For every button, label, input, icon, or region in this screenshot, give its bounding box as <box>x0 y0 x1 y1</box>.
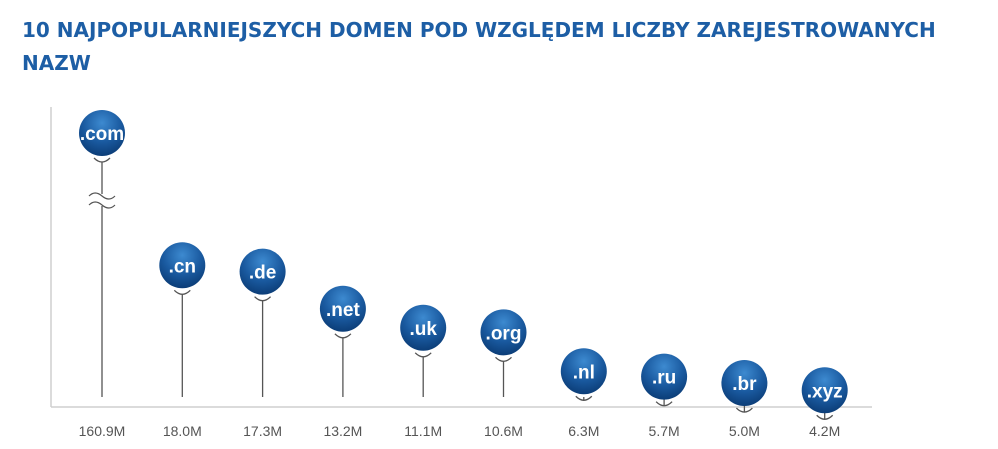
bubble-cup-com <box>93 157 111 163</box>
value-label-cn: 18.0M <box>163 423 202 439</box>
chart-title: 10 NAJPOPULARNIEJSZYCH DOMEN POD WZGLĘDE… <box>22 18 936 75</box>
bubble-label-xyz: .xyz <box>807 381 843 402</box>
domain-mark-uk: .uk 11.1M <box>400 304 447 439</box>
domain-mark-xyz: .xyz 4.2M <box>801 367 848 439</box>
bubble-br <box>721 360 768 407</box>
bubble-org <box>480 309 527 356</box>
bubble-label-net: .net <box>326 300 360 321</box>
bubble-cup-nl <box>575 395 593 401</box>
value-label-uk: 11.1M <box>404 423 442 439</box>
domain-mark-nl: .nl 6.3M <box>560 348 607 439</box>
domain-mark-net: .net 13.2M <box>319 285 366 439</box>
bubble-label-cn: .cn <box>169 256 196 277</box>
domain-mark-org: .org 10.6M <box>480 309 527 439</box>
bubble-label-de: .de <box>249 263 276 284</box>
domain-mark-ru: .ru 5.7M <box>641 353 688 439</box>
value-label-nl: 6.3M <box>568 423 599 439</box>
bubble-label-org: .org <box>486 323 522 344</box>
bubble-label-com: .com <box>80 124 124 145</box>
bubble-cup-ru <box>655 401 673 407</box>
domain-mark-de: .de 17.3M <box>239 248 286 439</box>
bubble-uk <box>400 304 447 351</box>
bubble-cup-org <box>495 356 512 362</box>
bubble-nl <box>560 348 607 395</box>
domain-mark-com: .com 160.9M <box>79 110 126 439</box>
bubble-cn <box>159 242 206 289</box>
value-label-xyz: 4.2M <box>809 423 840 439</box>
value-label-com: 160.9M <box>79 423 126 439</box>
domain-mark-cn: .cn 18.0M <box>159 242 206 439</box>
bubble-ru <box>641 353 688 400</box>
bubble-cup-de <box>254 296 272 302</box>
value-label-br: 5.0M <box>729 423 760 439</box>
bubble-cup-xyz <box>816 414 834 420</box>
bubble-label-nl: .nl <box>573 362 595 383</box>
bubble-net <box>319 285 366 332</box>
bubble-cup-uk <box>414 352 432 358</box>
bubble-label-br: .br <box>732 374 757 395</box>
bubble-com <box>79 110 125 156</box>
bubble-cup-br <box>735 407 753 413</box>
bubble-label-ru: .ru <box>652 368 676 389</box>
bubble-cup-net <box>334 333 352 339</box>
bubble-xyz <box>801 367 848 414</box>
bubble-de <box>239 248 286 295</box>
value-label-net: 13.2M <box>323 423 362 439</box>
value-label-org: 10.6M <box>484 423 523 439</box>
chart-marks: .com 160.9M .cn 18.0M .de 17.3M .net 13.2M .uk 11… <box>79 110 848 439</box>
value-label-ru: 5.7M <box>649 423 680 439</box>
axis-break-mark-top <box>88 192 116 200</box>
domain-mark-br: .br 5.0M <box>721 360 768 439</box>
axis-break-mark-bottom <box>88 201 116 209</box>
bubble-cup-cn <box>173 289 191 295</box>
bubble-label-uk: .uk <box>409 319 437 340</box>
value-label-de: 17.3M <box>243 423 282 439</box>
